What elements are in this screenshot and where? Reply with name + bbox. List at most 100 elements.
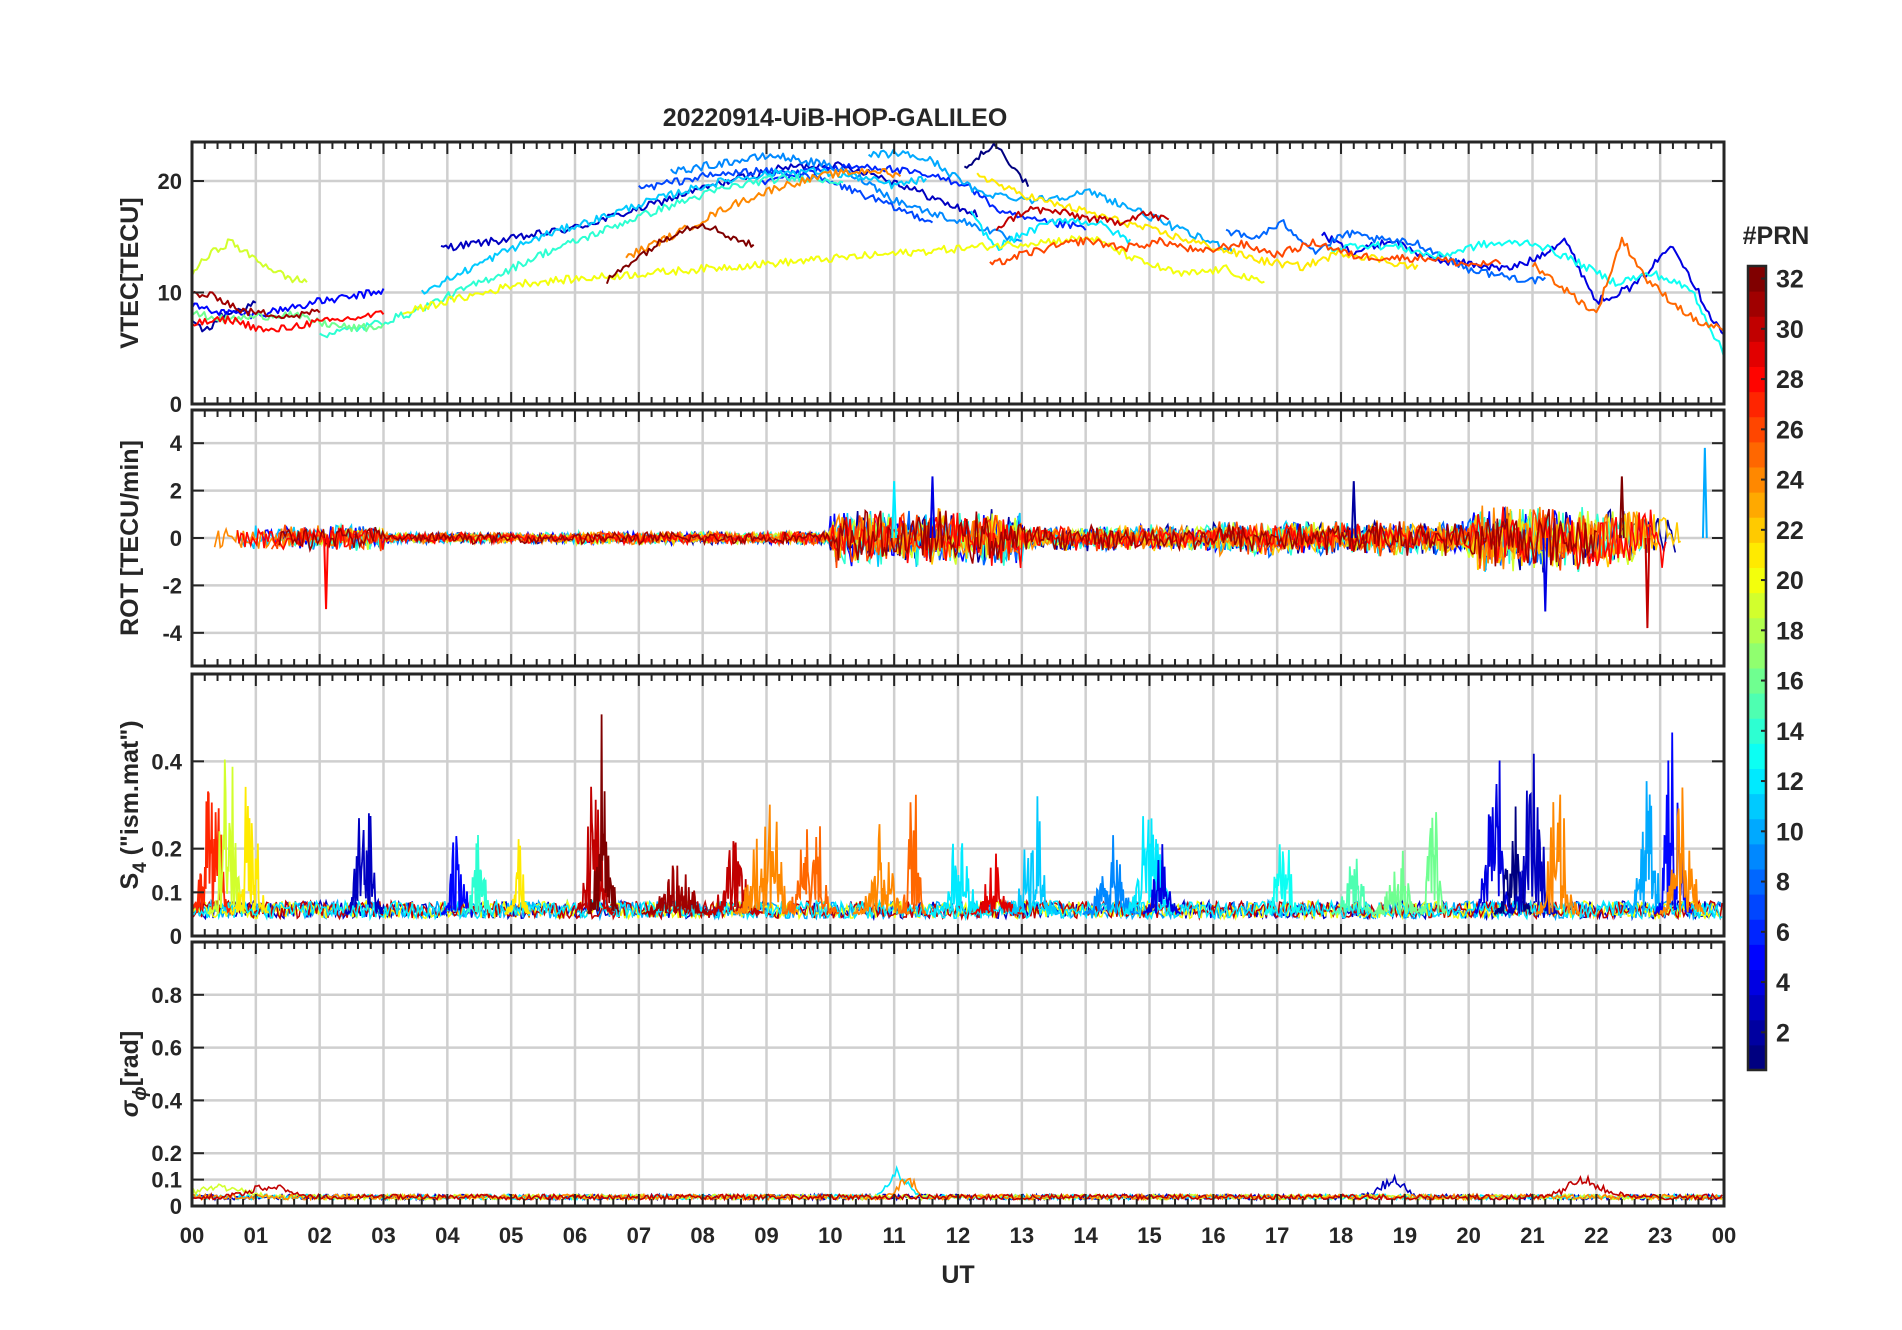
x-tick-label: 22 xyxy=(1584,1223,1608,1248)
x-tick-label: 17 xyxy=(1265,1223,1289,1248)
x-axis: 00 01 02 03 04 05 06 07 08 09 10 11 12 13 14 15 16 17 18 19… xyxy=(180,1223,1736,1248)
colorbar-band xyxy=(1748,441,1766,468)
x-tick-label: 13 xyxy=(1010,1223,1034,1248)
x-axis-title: UT xyxy=(941,1261,974,1289)
y-tick-label: 0.2 xyxy=(151,837,182,862)
y-title-rest: [rad] xyxy=(116,1031,144,1087)
vtec-series-prn-26 xyxy=(989,236,1502,268)
y-tick-label: 20 xyxy=(158,169,182,194)
colorbar-band xyxy=(1748,366,1766,393)
s4-burst-prn-30 xyxy=(705,841,764,917)
x-tick-label: 12 xyxy=(946,1223,970,1248)
y-tick-label: -4 xyxy=(162,621,182,646)
vtec-series-prn-4 xyxy=(1321,231,1724,336)
rot-spike xyxy=(891,481,898,539)
rot-spike xyxy=(1350,481,1357,539)
colorbar-band xyxy=(1748,894,1766,920)
y-tick-label: 0.2 xyxy=(151,1141,182,1166)
rot-spike xyxy=(1542,537,1549,612)
x-tick-label: 08 xyxy=(690,1223,714,1248)
x-tick-label: 20 xyxy=(1456,1223,1480,1248)
rot-spike xyxy=(1701,447,1708,539)
colorbar-band xyxy=(1748,668,1766,694)
grid-vtec xyxy=(192,142,1724,404)
x-tick-label: 10 xyxy=(818,1223,842,1248)
panel-vtec: 0 10 20 VTEC[TECU] xyxy=(116,140,1726,417)
colorbar-title: #PRN xyxy=(1743,222,1810,250)
y-tick-label: 4 xyxy=(170,431,183,456)
s4-burst-prn-24 xyxy=(1659,787,1706,917)
colorbar-band xyxy=(1748,768,1766,795)
colorbar-tick-label: 20 xyxy=(1776,567,1804,595)
panel-rot: -4 -2 0 2 4 ROT [TECU/min] xyxy=(116,408,1726,668)
vtec-series-prn-9 xyxy=(670,152,1022,243)
colorbar-tick-label: 12 xyxy=(1776,768,1804,796)
colorbar-band xyxy=(1748,592,1766,619)
s4-burst-prn-24 xyxy=(1535,794,1581,917)
x-tick-label: 02 xyxy=(307,1223,331,1248)
colorbar-tick-label: 30 xyxy=(1776,316,1804,344)
colorbar-tick-label: 18 xyxy=(1776,617,1804,645)
s4-burst-prn-21 xyxy=(504,839,531,916)
y-tick-label: -2 xyxy=(162,573,182,598)
colorbar-band xyxy=(1748,316,1766,342)
vtec-series-prn-20 xyxy=(402,235,1265,315)
s4-burst-prn-16 xyxy=(1420,812,1447,916)
y-tick-label: 0 xyxy=(170,1194,182,1219)
colorbar-band xyxy=(1748,291,1766,317)
colorbar-tick-label: 10 xyxy=(1776,818,1804,846)
colorbar-band xyxy=(1748,969,1766,996)
colorbar-band xyxy=(1748,944,1766,970)
vtec-series-prn-28 xyxy=(192,310,385,333)
s4-burst-prn-13 xyxy=(1264,844,1303,917)
vtec-series-prn-8 xyxy=(1225,219,1546,285)
colorbar-tick-label: 32 xyxy=(1776,266,1804,294)
s4-burst-prn-4 xyxy=(1474,760,1514,916)
y-title-main: S xyxy=(116,873,144,890)
s4-burst-prn-24 xyxy=(852,824,911,916)
vtec-series-prn-21 xyxy=(976,172,1419,272)
colorbar-band xyxy=(1748,1019,1766,1046)
y-tick-label: 0.6 xyxy=(151,1036,182,1061)
y-tick-label: 0.4 xyxy=(151,749,182,774)
y-tick-label: 0 xyxy=(170,924,182,949)
x-tick-label: 04 xyxy=(435,1223,460,1248)
s4-burst-prn-19 xyxy=(207,759,247,917)
colorbar-band xyxy=(1748,266,1766,292)
x-tick-label: 21 xyxy=(1520,1223,1544,1248)
y-axis-title-sigma_phi: σϕ[rad] xyxy=(116,1031,151,1118)
s4-burst-prn-4 xyxy=(1142,844,1182,916)
vtec-series-prn-5 xyxy=(192,288,385,320)
s4-burst-prn-21 xyxy=(229,786,269,916)
ticks-s4 xyxy=(191,674,1725,937)
plot-area-rot xyxy=(213,447,1708,629)
vtec-series-prn-1 xyxy=(963,142,1030,187)
vtec-series-prn-31 xyxy=(192,290,321,320)
colorbar-band xyxy=(1748,718,1766,744)
y-tick-label: 0.1 xyxy=(151,1168,182,1193)
s4-burst-prn-11 xyxy=(1008,796,1061,917)
s4-burst-prn-3 xyxy=(1506,753,1558,917)
y-tick-label: 0.1 xyxy=(151,880,182,905)
ticks-vtec xyxy=(191,142,1725,405)
rot-spike xyxy=(1618,476,1625,539)
s4-burst-prn-3 xyxy=(344,813,384,916)
vtec-series-prn-12 xyxy=(969,210,1132,251)
x-tick-label: 19 xyxy=(1393,1223,1417,1248)
s4-burst-prn-12 xyxy=(929,843,986,917)
s4-burst-prn-25 xyxy=(899,794,927,916)
x-tick-label: 11 xyxy=(883,1223,906,1248)
colorbar-band xyxy=(1748,416,1766,443)
colorbar-band xyxy=(1748,341,1766,367)
colorbar-band xyxy=(1748,818,1766,845)
colorbar-band xyxy=(1748,542,1766,568)
colorbar-tick-label: 8 xyxy=(1776,869,1790,897)
vtec-series-prn-6 xyxy=(759,163,1087,231)
y-tick-label: 0.4 xyxy=(151,1088,182,1113)
colorbar-band xyxy=(1748,617,1766,644)
chart-title: 20220914-UiB-HOP-GALILEO xyxy=(663,104,1008,132)
rot-spike xyxy=(1644,537,1651,629)
s4-burst-prn-16 xyxy=(1372,850,1424,917)
